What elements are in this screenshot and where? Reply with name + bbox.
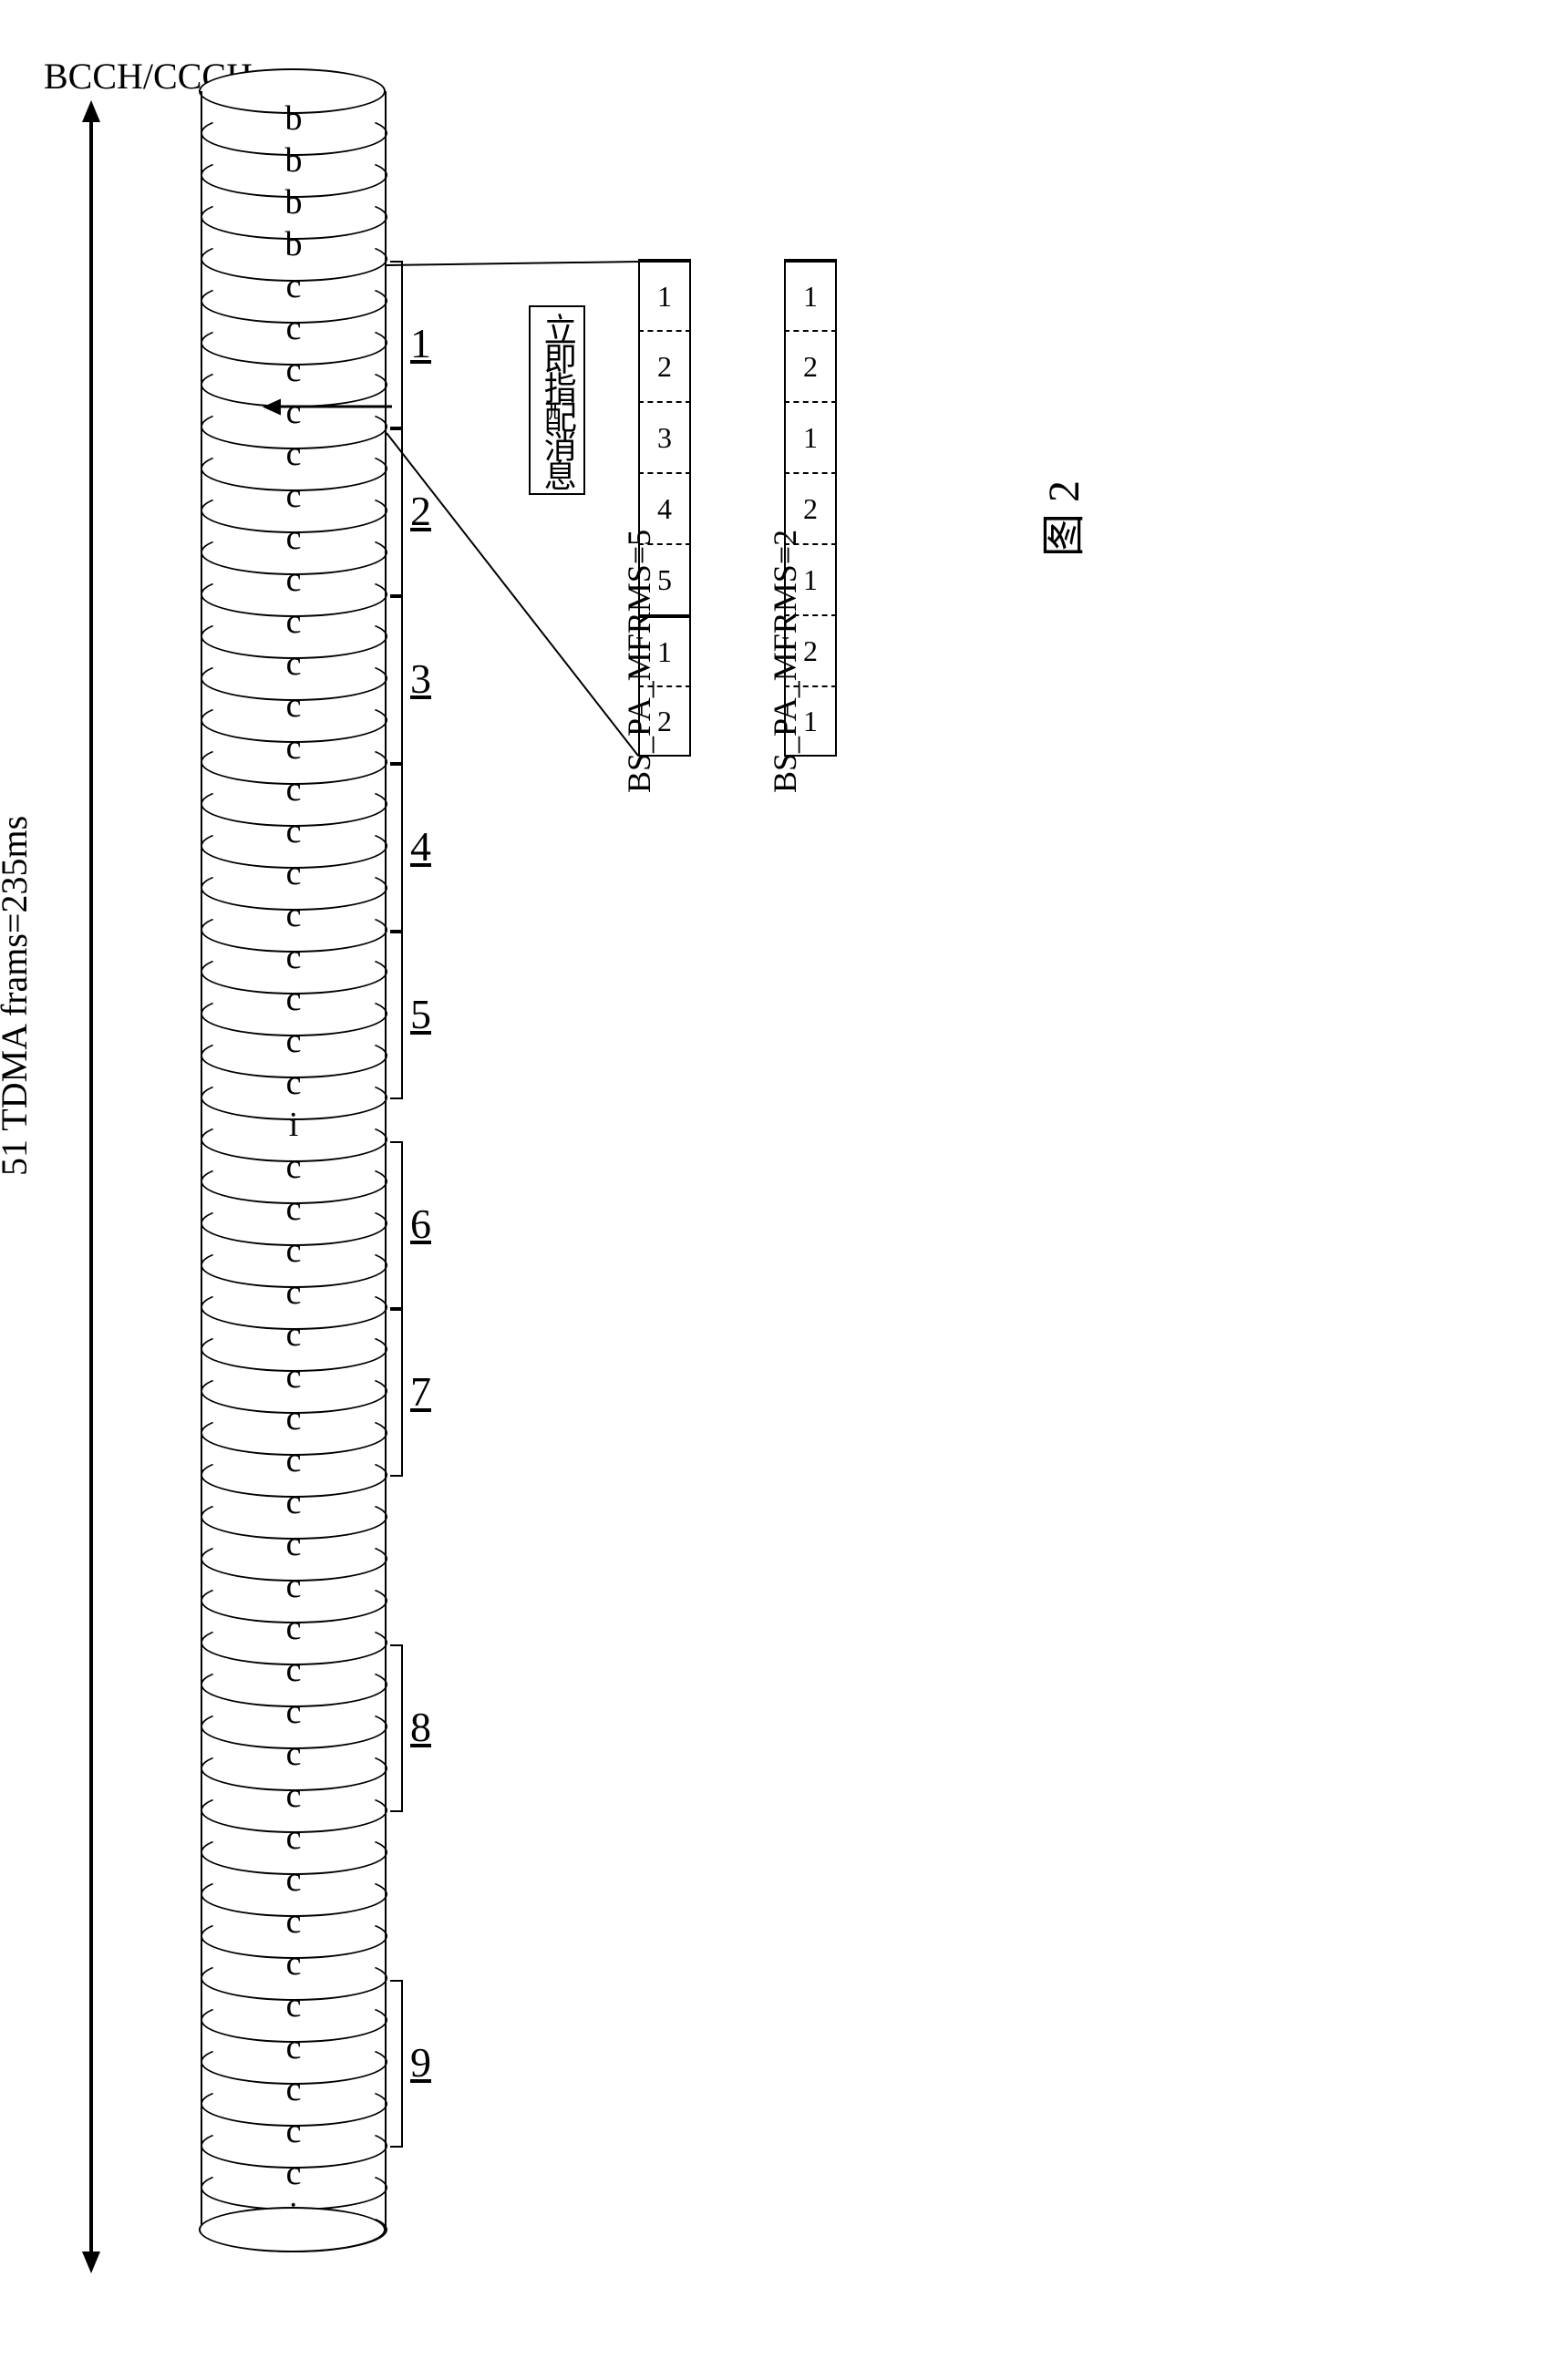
frame-slot: c bbox=[202, 594, 385, 636]
frame-slot: c bbox=[202, 1601, 385, 1643]
frame-slot: c bbox=[202, 1056, 385, 1097]
group-label: 2 bbox=[410, 487, 431, 535]
frame-slot: c bbox=[202, 2062, 385, 2104]
frame-slot: c bbox=[202, 1349, 385, 1391]
arrow-down-icon bbox=[82, 2252, 100, 2273]
frame-slot: b bbox=[202, 91, 385, 133]
group-bracket bbox=[390, 1980, 403, 2148]
group-bracket bbox=[390, 596, 403, 764]
frame-slot: c bbox=[202, 930, 385, 972]
group-bracket bbox=[390, 1309, 403, 1477]
frame-slot: b bbox=[202, 175, 385, 217]
tdma-label: 51 TDMA frams=235ms bbox=[0, 816, 36, 1176]
frame-slot: c bbox=[202, 720, 385, 762]
frame-slot: c bbox=[202, 678, 385, 720]
paging-cell: 1 bbox=[638, 259, 691, 330]
frame-slot: c bbox=[202, 1433, 385, 1475]
frame-slot: c bbox=[202, 846, 385, 888]
group-bracket bbox=[390, 261, 403, 428]
group-bracket bbox=[390, 428, 403, 596]
frame-slot: c bbox=[202, 1559, 385, 1601]
frame-slot: c bbox=[202, 1852, 385, 1894]
group-label: 4 bbox=[410, 822, 431, 871]
frame-slot: c bbox=[202, 1978, 385, 2020]
multiframe-cylinder: bbbbcccccccccccccccccccciccccccccccccccc… bbox=[201, 91, 383, 2230]
frame-slot: c bbox=[202, 469, 385, 510]
frame-slot: b bbox=[202, 133, 385, 175]
group-label: 1 bbox=[410, 319, 431, 367]
frame-slot: c bbox=[202, 510, 385, 552]
frame-slot: c bbox=[202, 343, 385, 385]
group-label: 5 bbox=[410, 990, 431, 1038]
frame-slot: c bbox=[202, 636, 385, 678]
frame-slot: c bbox=[202, 762, 385, 804]
frame-slot: c bbox=[202, 1181, 385, 1223]
frame-slot: c bbox=[202, 1936, 385, 1978]
frame-slot: c bbox=[202, 804, 385, 846]
frame-slot: c bbox=[202, 972, 385, 1014]
group-bracket bbox=[390, 1141, 403, 1309]
frame-slot: c bbox=[202, 1810, 385, 1852]
group-label: 3 bbox=[410, 654, 431, 703]
group-bracket bbox=[390, 932, 403, 1099]
connector-line-1 bbox=[387, 261, 638, 266]
frame-slot: c bbox=[202, 1894, 385, 1936]
frame-slot: c bbox=[202, 1643, 385, 1685]
connector-line-2 bbox=[386, 432, 639, 756]
paging-cell: 2 bbox=[784, 330, 837, 401]
frame-slot: c bbox=[202, 1014, 385, 1056]
group-bracket bbox=[390, 1644, 403, 1812]
frame-slot: c bbox=[202, 1517, 385, 1559]
frame-slot: c bbox=[202, 888, 385, 930]
paging-a-label: BS_PA_MFRMS=5 bbox=[620, 530, 658, 793]
frame-slot: c bbox=[202, 2146, 385, 2188]
frame-slot: c bbox=[202, 2020, 385, 2062]
figure-label: 图 2 bbox=[1027, 480, 1091, 557]
paging-cell: 1 bbox=[784, 259, 837, 330]
group-label: 8 bbox=[410, 1703, 431, 1751]
cylinder-body: bbbbcccccccccccccccccccciccccccccccccccc… bbox=[201, 91, 387, 2230]
frame-slot: c bbox=[202, 1768, 385, 1810]
paging-b-label: BS_PA_MFRMS=2 bbox=[766, 530, 804, 793]
frame-slot: c bbox=[202, 1475, 385, 1517]
frame-slot: c bbox=[202, 301, 385, 343]
frame-slot: c bbox=[202, 427, 385, 469]
frame-slot: c bbox=[202, 1685, 385, 1726]
frame-slot: c bbox=[202, 552, 385, 594]
diagram-root: BCCH/CCCH 51 TDMA frams=235ms bbbbcccccc… bbox=[36, 36, 1532, 2334]
frame-slot: c bbox=[202, 1307, 385, 1349]
group-bracket bbox=[390, 764, 403, 932]
frame-slot: b bbox=[202, 217, 385, 259]
frame-slot: c bbox=[202, 2104, 385, 2146]
frame-slot: c bbox=[202, 1265, 385, 1307]
paging-cell: 1 bbox=[784, 401, 837, 472]
frame-slot: c bbox=[202, 1223, 385, 1265]
paging-cell: 3 bbox=[638, 401, 691, 472]
span-line bbox=[89, 120, 93, 2253]
frame-slot: i bbox=[202, 1097, 385, 1139]
group-label: 7 bbox=[410, 1367, 431, 1416]
message-arrow bbox=[264, 406, 392, 408]
frame-slot: c bbox=[202, 1391, 385, 1433]
frame-slot: c bbox=[202, 259, 385, 301]
frame-slot: c bbox=[202, 1726, 385, 1768]
frame-slot: c bbox=[202, 1139, 385, 1181]
group-label: 6 bbox=[410, 1200, 431, 1248]
immediate-assign-message-box: 立即指配消息 bbox=[529, 305, 585, 495]
group-label: 9 bbox=[410, 2038, 431, 2087]
arrow-up-icon bbox=[82, 100, 100, 122]
paging-cell: 2 bbox=[638, 330, 691, 401]
cylinder-bottom-cap bbox=[199, 2207, 386, 2252]
